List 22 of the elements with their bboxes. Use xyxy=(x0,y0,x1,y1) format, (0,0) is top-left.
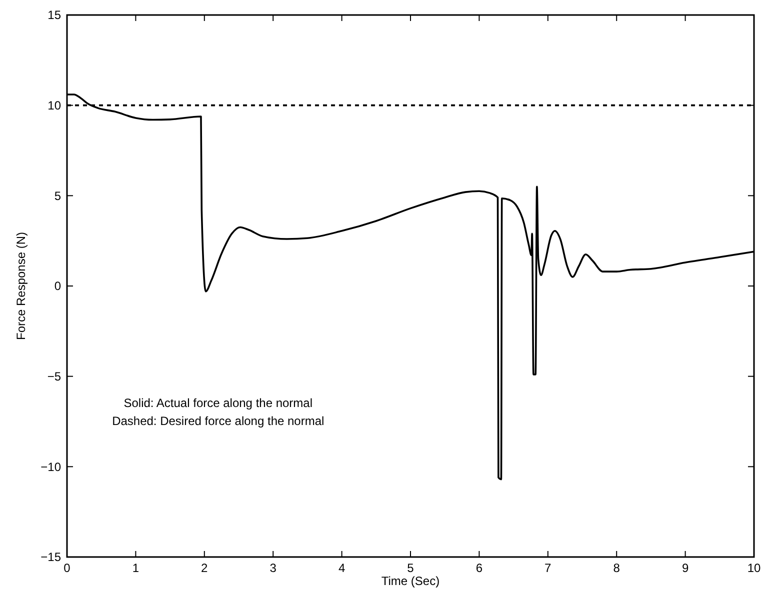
x-tick-label: 0 xyxy=(64,561,71,575)
x-tick-label: 6 xyxy=(476,561,483,575)
x-tick-label: 5 xyxy=(407,561,414,575)
x-tick-label: 2 xyxy=(201,561,208,575)
x-tick-label: 7 xyxy=(544,561,552,575)
y-axis-title: Force Response (N) xyxy=(14,232,28,340)
annotation: Solid: Actual force along the normal xyxy=(124,396,313,410)
x-tick-label: 10 xyxy=(747,561,761,575)
y-tick-label: −10 xyxy=(40,460,62,474)
y-tick-label: 10 xyxy=(48,98,62,113)
x-tick-label: 3 xyxy=(270,561,277,575)
annotation: Dashed: Desired force along the normal xyxy=(112,414,324,428)
x-tick-label: 8 xyxy=(613,561,620,575)
x-axis-title: Time (Sec) xyxy=(381,574,440,588)
y-tick-label: 5 xyxy=(54,188,62,203)
x-tick-label: 9 xyxy=(682,561,689,575)
x-tick-label: 4 xyxy=(338,561,346,575)
y-tick-label: 0 xyxy=(54,279,62,294)
y-tick-label: −15 xyxy=(40,550,62,564)
y-tick-label: 15 xyxy=(48,8,62,22)
x-tick-label: 1 xyxy=(132,561,140,575)
y-tick-label: −5 xyxy=(47,370,62,384)
